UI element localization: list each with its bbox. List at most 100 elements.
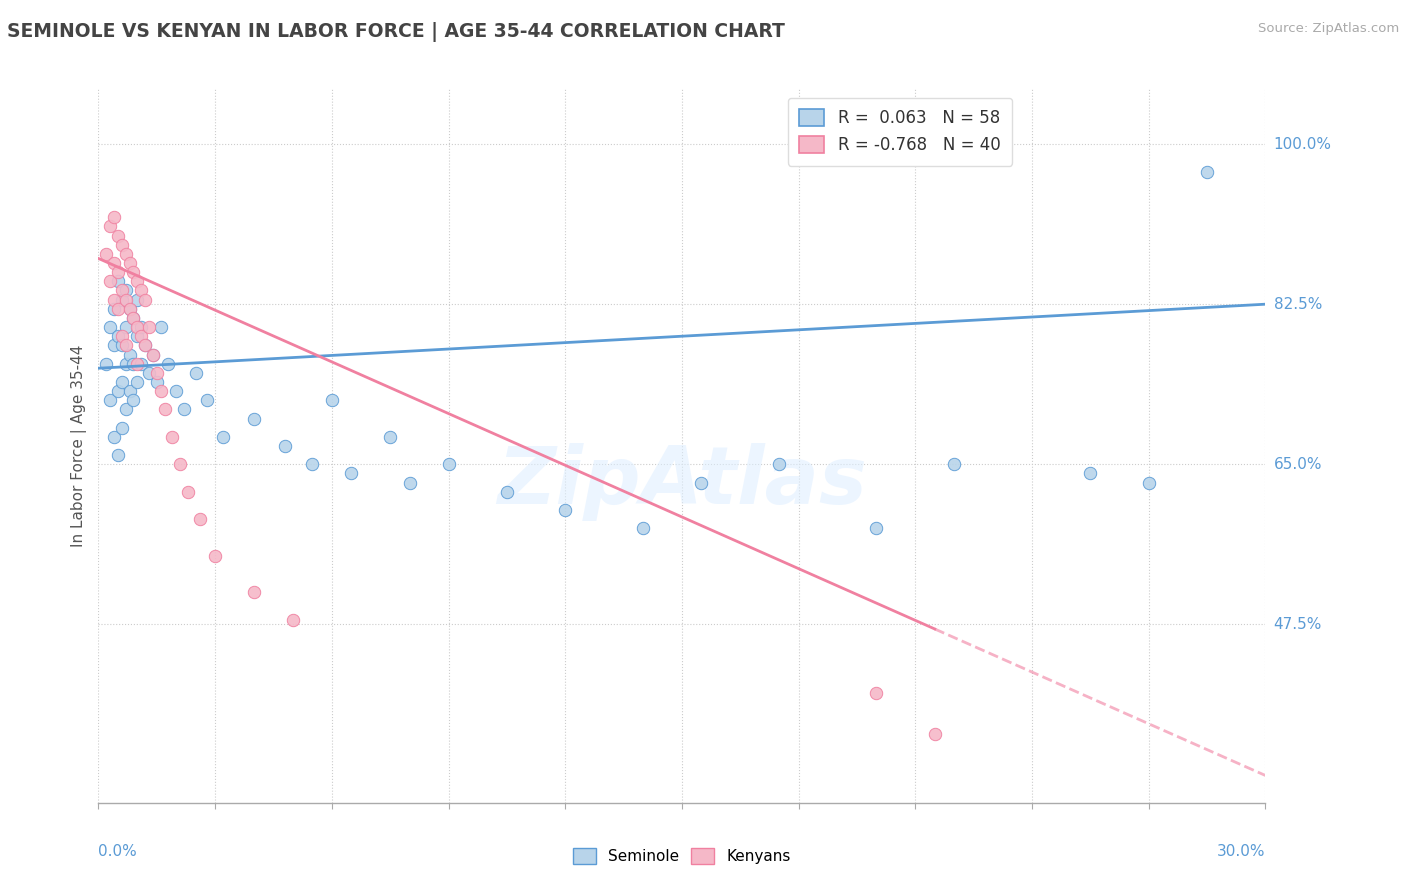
Point (111, 338, 134, 352)
Point (98, 274, 121, 288)
Point (103, 301, 125, 316)
Text: ZipAtlas: ZipAtlas (496, 442, 868, 521)
Point (107, 329, 129, 343)
Point (169, 458, 191, 472)
Point (865, 686, 887, 700)
Point (107, 384, 129, 398)
Point (111, 420, 134, 434)
Point (153, 402, 176, 417)
Point (138, 366, 160, 380)
Point (111, 293, 134, 307)
Point (122, 310, 145, 325)
Point (111, 375, 134, 389)
Point (134, 338, 156, 352)
Point (146, 366, 169, 380)
Point (127, 329, 149, 343)
Point (107, 301, 129, 316)
Point (98, 393, 121, 408)
Point (96, 247, 118, 261)
Point (122, 265, 145, 279)
Text: 47.5%: 47.5% (1274, 617, 1322, 632)
Point (96, 357, 118, 371)
Point (107, 448, 129, 462)
Point (122, 357, 145, 371)
Text: 30.0%: 30.0% (1218, 844, 1265, 859)
Point (98, 219, 121, 234)
Point (122, 310, 145, 325)
Point (274, 439, 297, 453)
Point (631, 521, 654, 535)
Point (118, 256, 141, 270)
Legend: Seminole, Kenyans: Seminole, Kenyans (567, 842, 797, 870)
Point (114, 247, 136, 261)
Point (768, 458, 790, 472)
Point (690, 475, 713, 490)
Point (142, 347, 165, 361)
Point (138, 320, 160, 334)
Point (943, 458, 966, 472)
Point (149, 384, 172, 398)
Point (118, 301, 141, 316)
Point (129, 329, 152, 343)
Point (111, 237, 134, 252)
Point (134, 293, 156, 307)
Point (114, 402, 136, 417)
Text: 82.5%: 82.5% (1274, 297, 1322, 311)
Point (165, 384, 187, 398)
Point (162, 430, 184, 444)
Point (129, 284, 152, 298)
Point (127, 274, 149, 288)
Point (114, 357, 136, 371)
Point (103, 338, 125, 352)
Point (173, 402, 195, 417)
Point (204, 549, 226, 563)
Point (122, 393, 145, 408)
Point (98, 320, 121, 334)
Point (281, 613, 304, 627)
Point (134, 338, 156, 352)
Point (118, 301, 141, 316)
Point (149, 320, 172, 334)
Point (114, 293, 136, 307)
Point (378, 430, 402, 444)
Point (142, 347, 165, 361)
Point (107, 265, 129, 279)
Point (924, 727, 946, 741)
Point (127, 357, 149, 371)
Point (127, 375, 149, 389)
Point (340, 467, 363, 481)
Y-axis label: In Labor Force | Age 35-44: In Labor Force | Age 35-44 (72, 345, 87, 547)
Point (195, 393, 218, 408)
Point (1195, 164, 1218, 178)
Point (129, 320, 152, 334)
Point (103, 430, 125, 444)
Point (118, 384, 141, 398)
Point (398, 475, 420, 490)
Point (157, 357, 180, 371)
Point (114, 284, 136, 298)
Point (103, 293, 125, 307)
Point (111, 284, 134, 298)
Point (188, 512, 211, 526)
Point (114, 320, 136, 334)
Point (103, 211, 125, 225)
Point (146, 375, 169, 389)
Point (495, 484, 517, 499)
Point (184, 366, 207, 380)
Point (107, 228, 129, 243)
Point (554, 503, 576, 517)
Point (437, 458, 460, 472)
Point (111, 329, 134, 343)
Point (103, 256, 125, 270)
Text: 65.0%: 65.0% (1274, 457, 1322, 472)
Point (129, 357, 152, 371)
Text: SEMINOLE VS KENYAN IN LABOR FORCE | AGE 35-44 CORRELATION CHART: SEMINOLE VS KENYAN IN LABOR FORCE | AGE … (7, 22, 785, 42)
Point (243, 585, 266, 599)
Point (1080, 467, 1102, 481)
Point (321, 393, 343, 408)
Point (301, 458, 323, 472)
Text: 100.0%: 100.0% (1274, 136, 1331, 152)
Point (127, 293, 149, 307)
Point (212, 430, 235, 444)
Point (107, 274, 129, 288)
